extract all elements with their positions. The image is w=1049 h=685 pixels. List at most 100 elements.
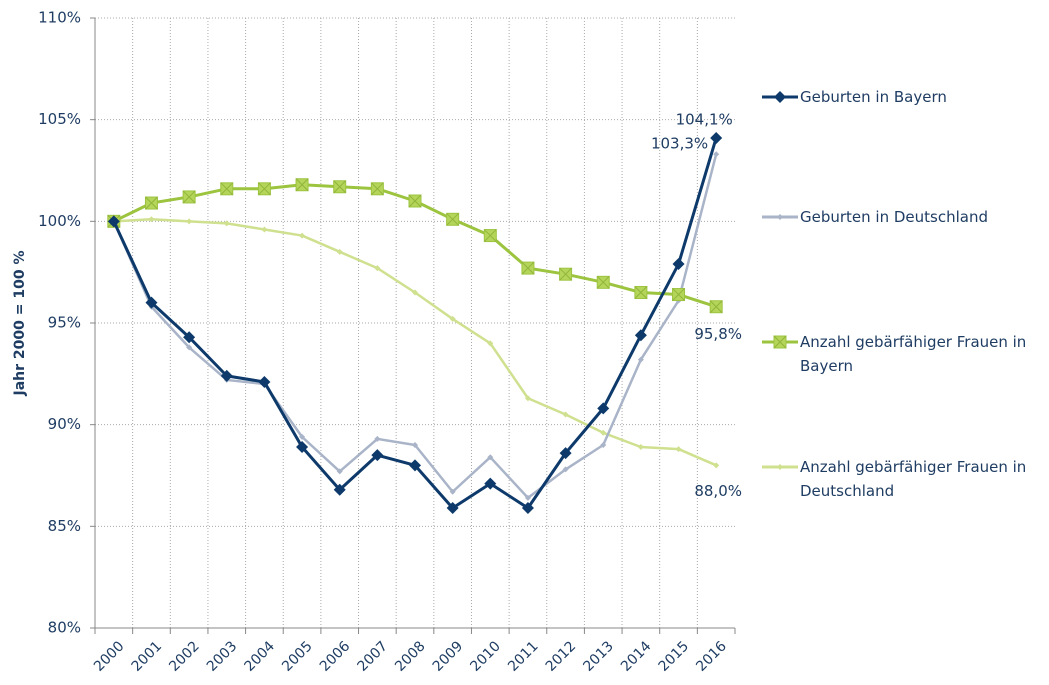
point-cross xyxy=(596,275,610,289)
x-tick-label: 2007 xyxy=(354,638,391,675)
point xyxy=(597,402,610,415)
point xyxy=(634,286,648,299)
x-tick-label: 2009 xyxy=(430,638,467,675)
y-tick-label: 100% xyxy=(38,212,81,230)
point xyxy=(374,435,381,442)
point-cross xyxy=(709,300,723,314)
x-tick-label: 2005 xyxy=(279,638,316,675)
point xyxy=(487,454,494,461)
x-tick-label: 2016 xyxy=(693,638,730,675)
point xyxy=(371,449,384,462)
point xyxy=(446,502,459,515)
point xyxy=(713,151,720,158)
legend-swatch xyxy=(762,91,798,103)
point xyxy=(223,220,230,227)
point-cross xyxy=(258,182,271,196)
x-tick-label: 2000 xyxy=(91,638,128,675)
legend-swatch xyxy=(762,335,798,349)
point xyxy=(777,214,783,220)
point xyxy=(186,344,193,351)
point xyxy=(148,216,155,223)
point-cross xyxy=(145,196,158,210)
y-tick-label: 95% xyxy=(48,314,81,332)
x-tick-label: 2001 xyxy=(129,638,166,675)
point xyxy=(261,226,268,233)
point-cross xyxy=(182,190,196,204)
point xyxy=(257,182,271,196)
y-tick-label: 90% xyxy=(48,415,81,433)
data-label: 88,0% xyxy=(694,482,742,500)
point xyxy=(449,315,456,322)
point-cross xyxy=(672,288,685,301)
point xyxy=(600,442,607,448)
point xyxy=(182,190,196,204)
x-tick-label: 2004 xyxy=(242,638,279,675)
legend-swatch xyxy=(762,214,798,220)
point xyxy=(596,275,610,289)
y-tick-label: 85% xyxy=(48,517,81,535)
point xyxy=(409,459,421,472)
point xyxy=(374,265,381,272)
point xyxy=(220,369,233,382)
point xyxy=(408,194,422,208)
point xyxy=(333,180,347,194)
point xyxy=(446,212,460,226)
data-label: 104,1% xyxy=(676,110,733,128)
point-cross xyxy=(295,178,309,192)
point xyxy=(709,300,723,314)
y-tick-label: 80% xyxy=(48,619,81,637)
x-tick-label: 2014 xyxy=(618,638,655,675)
point xyxy=(336,468,343,475)
legend-item: Anzahl gebärfähiger Frauen in Deutschlan… xyxy=(760,455,1035,503)
point xyxy=(483,229,497,243)
x-tick-label: 2013 xyxy=(580,638,617,675)
x-tick-label: 2003 xyxy=(204,638,241,675)
legend-swatch xyxy=(762,464,798,470)
point xyxy=(562,411,569,418)
point xyxy=(773,335,787,349)
point-cross xyxy=(446,212,460,226)
point xyxy=(299,433,306,440)
data-label: 95,8% xyxy=(694,325,742,343)
point xyxy=(412,442,418,448)
point xyxy=(145,296,158,309)
point xyxy=(637,444,644,451)
legend-item: Anzahl gebärfähiger Frauen in Bayern xyxy=(760,330,1035,378)
point-cross xyxy=(521,261,535,275)
point xyxy=(559,267,573,281)
x-tick-label: 2011 xyxy=(505,638,542,675)
y-axis-label: Jahr 2000 = 100 % xyxy=(12,251,28,397)
point-cross xyxy=(634,286,648,299)
point xyxy=(675,446,682,453)
point-cross xyxy=(370,182,384,196)
legend-item: Geburten in Deutschland xyxy=(760,205,1035,229)
point xyxy=(710,131,723,144)
point xyxy=(562,466,569,473)
legend-label: Geburten in Bayern xyxy=(800,88,947,106)
point xyxy=(672,258,685,271)
point xyxy=(186,218,193,225)
point xyxy=(484,477,497,490)
point-cross xyxy=(333,180,347,194)
point xyxy=(524,395,531,402)
point xyxy=(559,447,572,460)
point xyxy=(672,288,686,302)
point-cross xyxy=(559,267,572,281)
point xyxy=(107,215,120,228)
x-tick-label: 2006 xyxy=(317,638,354,675)
x-tick-label: 2008 xyxy=(392,638,429,675)
legend-label: Anzahl gebärfähiger Frauen in Deutschlan… xyxy=(800,458,1027,500)
point xyxy=(336,248,343,255)
point-cross xyxy=(220,182,234,196)
point xyxy=(299,232,306,239)
series-line xyxy=(113,218,717,467)
legend-item: Geburten in Bayern xyxy=(760,85,1035,109)
point xyxy=(487,340,494,347)
point xyxy=(524,494,531,501)
point xyxy=(449,488,456,495)
y-tick-label: 105% xyxy=(38,110,81,128)
point xyxy=(774,91,786,103)
point xyxy=(521,261,535,275)
data-label: 103,3% xyxy=(651,135,708,153)
